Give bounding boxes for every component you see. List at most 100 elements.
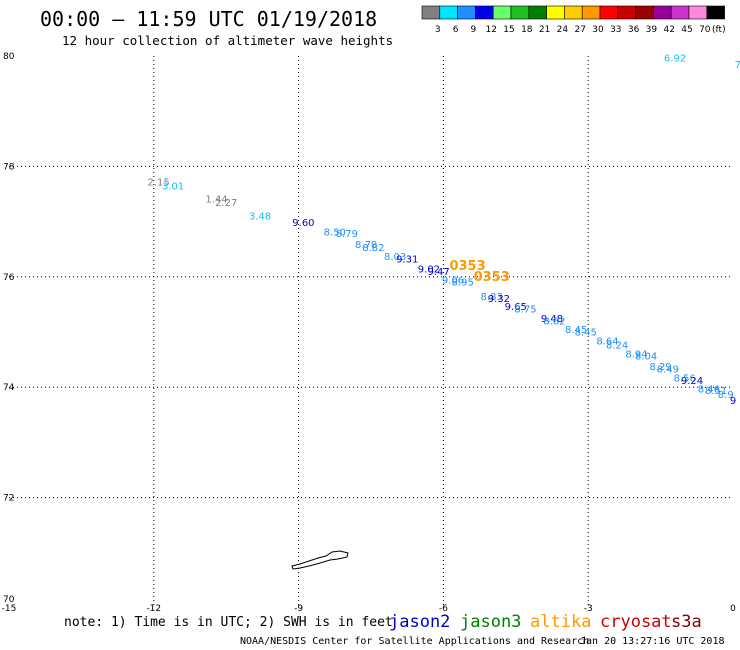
footnote: note: 1) Time is in UTC; 2) SWH is in fe… — [64, 615, 393, 630]
colorbar-swatch — [688, 5, 708, 20]
wave-height-label: 9.02 — [418, 264, 440, 275]
colorbar-tick-label: 3 — [435, 25, 441, 35]
wave-height-label: 8.24 — [606, 341, 628, 352]
colorbar-swatch — [475, 5, 494, 20]
colorbar-tick-label: 33 — [610, 25, 621, 35]
colorbar-tick-label: 12 — [485, 25, 496, 35]
colorbar-swatch — [564, 5, 583, 20]
wave-height-label: 8.29 — [649, 362, 671, 373]
wave-height-label: 8.94 — [625, 349, 647, 360]
chart-subtitle: 12 hour collection of altimeter wave hei… — [62, 33, 393, 48]
wave-height-label: 8.95 — [452, 278, 474, 289]
wave-height-label: 8.45 — [575, 327, 597, 338]
wave-height-label: 9.48 — [541, 314, 563, 325]
wave-height-label: 8.82 — [362, 243, 384, 254]
wave-height-label: 7 — [735, 60, 740, 71]
colorbar-swatch — [653, 5, 672, 20]
satellite-legend-jason3: jason3 — [460, 612, 521, 632]
wave-height-label: 8.50 — [324, 227, 346, 238]
wave-height-points: 2.153.01 1.442.27 3.48 9.60 8.508.798.788.82… — [147, 54, 740, 407]
timestamp: Jan 20 13:27:16 UTC 2018 — [580, 636, 725, 647]
wave-height-label: 9.06 — [442, 275, 464, 286]
x-tick-label: -15 — [2, 604, 17, 614]
wave-height-label: 8.64 — [596, 337, 618, 348]
wave-height-label: 3.01 — [162, 182, 184, 193]
colorbar-swatch — [510, 5, 530, 20]
chart-title: 00:00 – 11:59 UTC 01/19/2018 — [40, 7, 377, 31]
map-grid — [9, 56, 733, 608]
wave-height-label: 9 — [730, 396, 736, 407]
wave-height-label: 8.03 — [384, 252, 406, 263]
wave-height-label: 0353 — [449, 259, 485, 274]
colorbar-tick-label: 27 — [574, 25, 585, 35]
colorbar-swatch — [581, 5, 601, 20]
wave-height-label: 8.49 — [657, 364, 679, 375]
colorbar: 3 6 9 12 15 18 21 24 27 30 33 36 39 42 45 70 (ft) — [421, 5, 726, 35]
colorbar-tick-label: 70 — [699, 25, 711, 35]
colorbar-tick-label: 39 — [646, 25, 658, 35]
colorbar-tick-label: 6 — [453, 25, 459, 35]
y-tick-label: 74 — [3, 383, 15, 393]
wave-height-label: 3.48 — [249, 211, 271, 222]
y-tick-label: 72 — [3, 494, 14, 504]
wave-height-label: 6.92 — [664, 54, 686, 65]
colorbar-tick-label: 9 — [471, 25, 477, 35]
wave-height-label: 1.44 — [205, 194, 227, 205]
wave-height-label: 0353 — [474, 270, 510, 285]
colorbar-swatch — [617, 5, 636, 20]
wave-height-label: 2.15 — [147, 178, 169, 189]
x-tick-label: 0 — [730, 604, 736, 614]
wave-height-label: 8.9 — [718, 390, 734, 401]
wave-height-label: 8.75 — [514, 305, 536, 316]
x-tick-label: -12 — [146, 604, 161, 614]
colorbar-swatch — [528, 5, 547, 20]
wave-height-label: 9.65 — [505, 302, 527, 313]
colorbar-swatch — [421, 5, 441, 20]
satellite-legend: jason2 jason3 altika cryosat s3a — [389, 612, 702, 632]
colorbar-swatch — [706, 5, 725, 20]
wave-height-label: 8.78 — [355, 240, 377, 251]
y-tick-label: 80 — [3, 52, 15, 62]
colorbar-swatch — [546, 5, 565, 20]
y-tick-label: 76 — [3, 273, 15, 283]
colorbar-tick-label: 21 — [539, 25, 550, 35]
colorbar-tick-label: 45 — [681, 25, 692, 35]
x-tick-label: -3 — [584, 604, 593, 614]
colorbar-tick-label: 15 — [503, 25, 514, 35]
wave-height-label: 8.56 — [674, 374, 696, 385]
colorbar-swatch — [492, 5, 512, 20]
y-tick-label: 70 — [3, 595, 15, 605]
satellite-legend-s3a: s3a — [671, 612, 702, 632]
wave-height-label: 2.27 — [215, 198, 237, 209]
x-tick-label: -9 — [294, 604, 303, 614]
colorbar-tick-label: 36 — [628, 25, 640, 35]
wave-height-label: 8.62 — [543, 316, 565, 327]
colorbar-swatch — [670, 5, 690, 20]
satellite-legend-jason2: jason2 — [389, 612, 450, 632]
satellite-legend-cryosat: cryosat — [600, 612, 672, 632]
colorbar-tick-label: 24 — [557, 25, 569, 35]
wave-height-label: 9.24 — [681, 376, 703, 387]
island-outline — [291, 550, 349, 570]
axis-ticks: -15 -12 -9 -6 -3 0 70 72 74 76 78 80 — [2, 52, 736, 614]
wave-height-label: 8.83 — [481, 292, 503, 303]
colorbar-swatch — [635, 5, 654, 20]
wave-height-label: 8.79 — [336, 229, 358, 240]
wave-height-label: 9.32 — [488, 294, 510, 305]
wave-height-label: 9.60 — [292, 218, 314, 229]
credit-line: NOAA/NESDIS Center for Satellite Applica… — [240, 636, 589, 647]
colorbar-swatch — [457, 5, 476, 20]
x-tick-label: -6 — [439, 604, 448, 614]
colorbar-tick-label: 30 — [592, 25, 604, 35]
y-tick-label: 78 — [3, 162, 15, 172]
satellite-legend-altika: altika — [530, 612, 591, 632]
colorbar-tick-label: 42 — [663, 25, 674, 35]
colorbar-unit: (ft) — [712, 25, 726, 35]
wave-height-label: 8.46 — [698, 385, 720, 396]
wave-height-label: 8.45 — [565, 325, 587, 336]
colorbar-swatch — [439, 5, 458, 20]
wave-height-label: 9.47 — [427, 267, 449, 278]
colorbar-swatch — [599, 5, 619, 20]
wave-height-label: 8.04 — [635, 352, 657, 363]
